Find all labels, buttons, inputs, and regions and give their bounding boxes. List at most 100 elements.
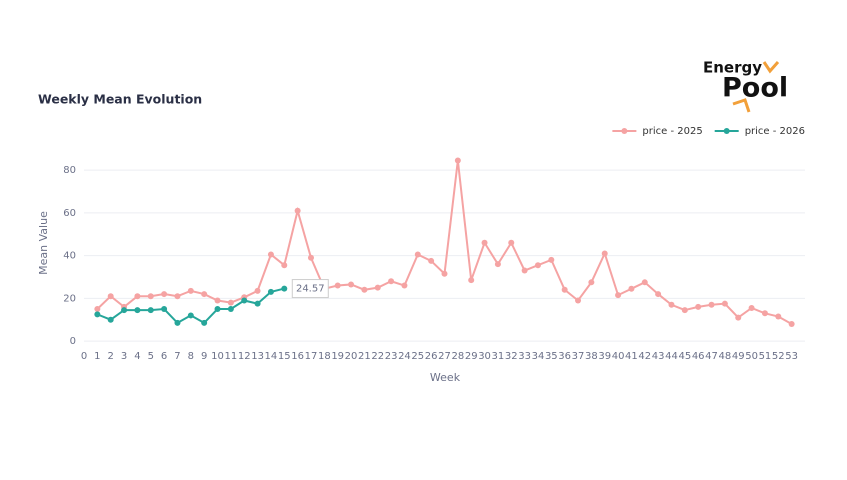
data-point <box>227 306 234 313</box>
x-tick-label: 47 <box>705 351 718 362</box>
data-point <box>401 282 408 289</box>
data-point <box>201 319 208 326</box>
data-point <box>348 281 355 288</box>
data-point <box>695 303 702 310</box>
data-point <box>94 311 101 318</box>
series-line <box>96 160 793 325</box>
x-tick-label: 49 <box>732 351 745 362</box>
data-point <box>161 291 168 298</box>
data-point <box>281 285 288 292</box>
x-tick-label: 2 <box>108 351 114 362</box>
x-tick-label: 9 <box>201 351 207 362</box>
x-tick-label: 15 <box>278 351 291 362</box>
x-tick-label: 32 <box>505 351 518 362</box>
data-point <box>174 293 181 300</box>
x-tick-label: 35 <box>545 351 558 362</box>
x-tick-label: 1 <box>94 351 100 362</box>
x-tick-label: 38 <box>585 351 598 362</box>
x-tick-label: 45 <box>678 351 691 362</box>
x-tick-label: 4 <box>134 351 140 362</box>
data-point <box>147 307 154 314</box>
x-tick-label: 12 <box>238 351 251 362</box>
x-tick-label: 31 <box>492 351 505 362</box>
legend-marker <box>723 128 730 134</box>
data-point <box>615 292 622 299</box>
legend-label: price - 2025 <box>642 126 702 137</box>
x-tick-label: 26 <box>425 351 438 362</box>
x-tick-label: 27 <box>438 351 451 362</box>
data-point <box>468 277 475 284</box>
data-point <box>134 293 141 300</box>
data-point <box>374 284 381 291</box>
data-point <box>721 300 728 307</box>
data-point <box>254 300 261 307</box>
data-point <box>548 256 555 263</box>
data-point <box>655 291 662 298</box>
x-tick-label: 42 <box>638 351 651 362</box>
data-point <box>254 287 261 294</box>
x-tick-label: 8 <box>188 351 194 362</box>
data-point <box>641 279 648 286</box>
chart-title: Weekly Mean Evolution <box>38 92 202 107</box>
tooltip-label: 24.57 <box>296 284 325 295</box>
logo: Energy Pool <box>703 59 788 113</box>
data-point <box>561 286 568 293</box>
data-point <box>628 285 635 292</box>
y-tick-label: 40 <box>63 251 76 262</box>
x-tick-label: 50 <box>745 351 758 362</box>
data-point <box>361 286 368 293</box>
data-point <box>441 270 448 277</box>
data-point <box>775 313 782 320</box>
data-point <box>428 257 435 264</box>
x-tick-label: 28 <box>451 351 464 362</box>
x-tick-label: 33 <box>518 351 531 362</box>
data-point <box>187 312 194 319</box>
data-point <box>214 306 221 313</box>
data-point <box>494 261 501 268</box>
data-point <box>307 254 314 261</box>
x-tick-label: 6 <box>161 351 167 362</box>
data-point <box>601 250 608 257</box>
data-point <box>294 207 301 214</box>
x-tick-label: 19 <box>331 351 344 362</box>
x-tick-label: 41 <box>625 351 638 362</box>
data-point <box>508 239 515 246</box>
x-tick-label: 0 <box>81 351 87 362</box>
x-tick-label: 10 <box>211 351 224 362</box>
x-tick-label: 13 <box>251 351 264 362</box>
x-tick-label: 53 <box>785 351 798 362</box>
data-point <box>388 278 395 285</box>
x-tick-label: 23 <box>385 351 398 362</box>
legend-marker <box>621 128 628 134</box>
data-point <box>94 306 101 313</box>
data-point <box>735 314 742 321</box>
x-tick-label: 51 <box>759 351 772 362</box>
x-tick-label: 17 <box>305 351 318 362</box>
y-tick-label: 0 <box>70 336 76 347</box>
y-tick-label: 20 <box>63 293 76 304</box>
x-tick-label: 46 <box>692 351 705 362</box>
x-tick-label: 29 <box>465 351 478 362</box>
x-tick-label: 36 <box>558 351 571 362</box>
data-point <box>174 319 181 326</box>
data-point <box>201 291 208 298</box>
data-point <box>761 310 768 317</box>
legend-label: price - 2026 <box>745 126 805 137</box>
data-point <box>147 293 154 300</box>
logo-text: Energy <box>703 59 762 77</box>
data-point <box>575 297 582 304</box>
x-tick-label: 52 <box>772 351 785 362</box>
y-tick-label: 60 <box>63 208 76 219</box>
x-tick-label: 14 <box>265 351 278 362</box>
x-tick-label: 43 <box>652 351 665 362</box>
x-tick-label: 48 <box>719 351 732 362</box>
data-point <box>107 316 114 323</box>
x-tick-label: 20 <box>345 351 358 362</box>
data-point <box>214 297 221 304</box>
logo-accent <box>732 98 751 113</box>
data-point <box>267 288 274 295</box>
data-point <box>241 297 248 304</box>
x-tick-label: 37 <box>572 351 585 362</box>
data-point <box>334 282 341 289</box>
data-point <box>534 262 541 269</box>
